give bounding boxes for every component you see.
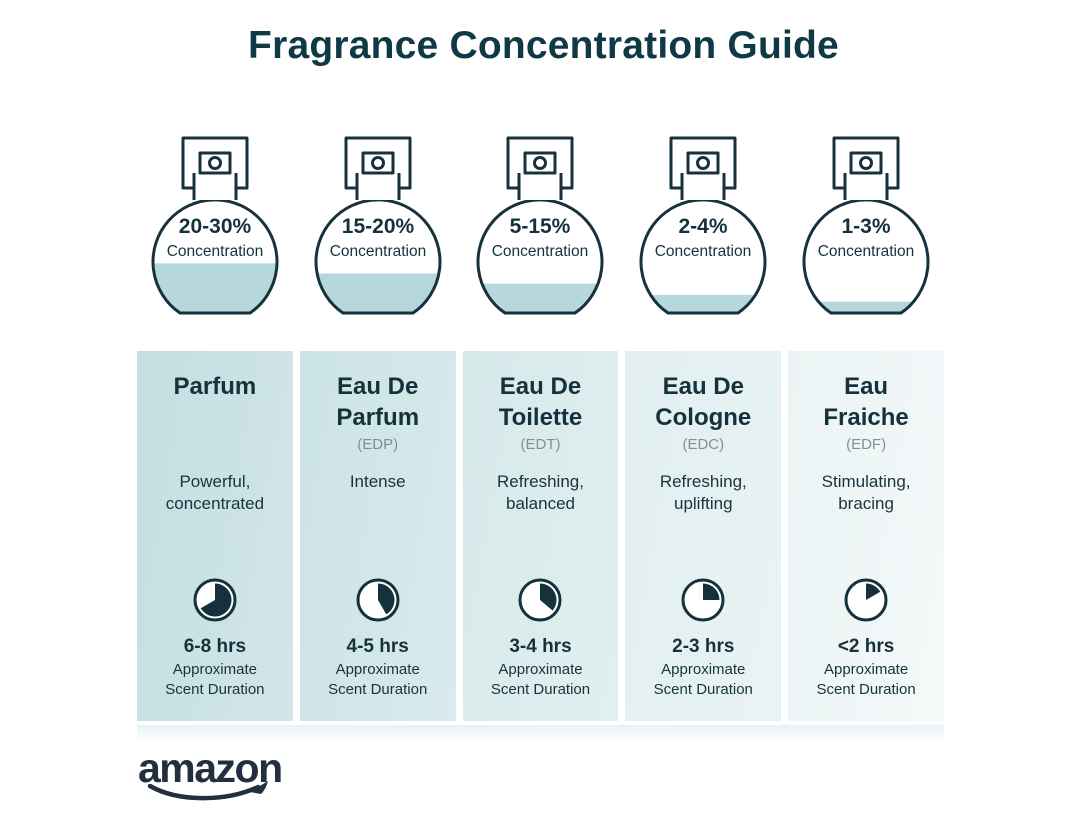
fragrance-name: Eau De Parfum <box>336 373 420 431</box>
fragrance-description: Intense <box>349 472 406 491</box>
fragrance-name: Eau De Toilette <box>498 373 583 431</box>
amazon-smile-icon <box>147 783 261 801</box>
concentration-percent: 20-30% <box>179 215 252 238</box>
scent-duration-clock-icon <box>356 578 400 622</box>
bottle-slot: 5-15% Concentration <box>463 136 619 328</box>
fragrance-columns: Parfum Powerful, concentrated 6-8 hrs Ap… <box>137 351 944 721</box>
fragrance-column-eau-de-cologne: Eau De Cologne (EDC) Refreshing, uplifti… <box>625 351 782 721</box>
duration-label: Approximate Scent Duration <box>653 661 753 698</box>
duration-label: Approximate Scent Duration <box>328 661 428 698</box>
fragrance-description: Powerful, concentrated <box>165 472 265 513</box>
nozzle-button-icon <box>533 156 548 170</box>
concentration-label: Concentration <box>329 243 426 260</box>
concentration-label: Concentration <box>818 243 915 260</box>
perfume-bottle-icon: 1-3% Concentration <box>802 136 930 315</box>
amazon-smile-arrowhead <box>250 781 268 794</box>
scent-duration-clock-icon <box>681 578 725 622</box>
concentration-percent: 15-20% <box>341 215 414 238</box>
duration-hours: 6-8 hrs <box>183 636 247 657</box>
fragrance-abbr: (EDT) <box>520 436 561 453</box>
fragrance-description: Refreshing, uplifting <box>659 472 747 513</box>
duration-hours: <2 hrs <box>837 636 895 657</box>
fragrance-abbr <box>137 433 293 457</box>
nozzle-button-icon <box>859 156 874 170</box>
concentration-percent: 5-15% <box>510 215 571 238</box>
perfume-bottle-icon: 5-15% Concentration <box>477 136 604 315</box>
perfume-bottle-icon: 20-30% Concentration <box>151 136 279 315</box>
bottle-slot: 2-4% Concentration <box>625 136 781 328</box>
page-title: Fragrance Concentration Guide <box>248 24 839 67</box>
fragrance-abbr: (EDP) <box>357 436 399 453</box>
scent-duration-clock-icon <box>518 578 562 622</box>
perfume-bottle-icon: 2-4% Concentration <box>639 136 767 315</box>
fragrance-column-eau-de-parfum: Eau De Parfum (EDP) Intense 4-5 hrs Appr… <box>299 351 456 721</box>
fragrance-name: Parfum <box>173 373 257 400</box>
fragrance-column-eau-fraiche: Eau Fraiche (EDF) Stimulating, bracing <… <box>788 351 944 721</box>
amazon-logo-text: amazon <box>138 745 282 791</box>
fragrance-column-eau-de-toilette: Eau De Toilette (EDT) Refreshing, balanc… <box>462 351 619 721</box>
duration-hours: 4-5 hrs <box>346 636 409 657</box>
fragrance-name: Eau Fraiche <box>823 373 909 431</box>
scent-duration-clock-icon <box>844 578 888 622</box>
duration-label: Approximate Scent Duration <box>165 661 265 698</box>
amazon-logo: amazon <box>136 742 306 809</box>
nozzle-button-icon <box>370 156 385 170</box>
fragrance-name: Eau De Cologne <box>655 373 752 431</box>
bottle-slot: 1-3% Concentration <box>788 136 944 328</box>
fragrance-description: Stimulating, bracing <box>821 472 911 513</box>
duration-label: Approximate Scent Duration <box>490 661 591 698</box>
concentration-percent: 1-3% <box>842 215 891 238</box>
nozzle-button-icon <box>207 156 222 170</box>
concentration-label: Concentration <box>655 243 752 260</box>
fragrance-column-parfum: Parfum Powerful, concentrated 6-8 hrs Ap… <box>137 351 293 721</box>
nozzle-button-icon <box>696 156 711 170</box>
fragrance-description: Refreshing, balanced <box>497 472 584 513</box>
bottles-row: 20-30% Concentration 15-20% Concentratio… <box>137 136 944 328</box>
columns-reflection <box>137 725 944 741</box>
duration-hours: 2-3 hrs <box>672 636 735 657</box>
duration-hours: 3-4 hrs <box>509 636 572 657</box>
perfume-bottle-icon: 15-20% Concentration <box>314 136 442 315</box>
scent-duration-clock-icon <box>193 578 237 622</box>
fragrance-abbr: (EDF) <box>846 436 887 453</box>
bottle-slot: 20-30% Concentration <box>137 136 293 328</box>
duration-label: Approximate Scent Duration <box>816 661 916 698</box>
concentration-percent: 2-4% <box>679 215 728 238</box>
fragrance-abbr: (EDC) <box>682 436 725 453</box>
bottle-slot: 15-20% Concentration <box>300 136 456 328</box>
concentration-label: Concentration <box>167 243 264 260</box>
concentration-label: Concentration <box>492 243 589 260</box>
